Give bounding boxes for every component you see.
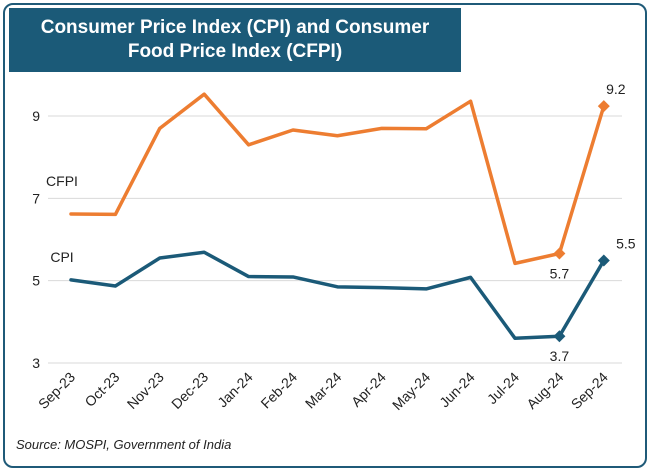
chart-title-line2: Food Price Index (CFPI): [127, 41, 343, 62]
chart-title-line1: Consumer Price Index (CPI) and Consumer: [40, 17, 430, 38]
x-tick-label: Jun-24: [436, 369, 478, 411]
chart-title: Consumer Price Index (CPI) and Consumer …: [9, 8, 461, 72]
data-label: 9.2: [606, 81, 626, 97]
x-tick-label: Sep-23: [35, 369, 78, 412]
x-tick-label: Aug-24: [523, 369, 566, 412]
y-tick-label: 9: [32, 108, 40, 124]
data-label: 5.7: [550, 265, 570, 281]
x-tick-label: Sep-24: [568, 369, 611, 412]
data-point-marker: [597, 100, 610, 113]
data-label: 5.5: [616, 235, 636, 251]
x-tick-label: May-24: [389, 369, 433, 413]
data-point-marker: [553, 330, 566, 343]
series-line-cfpi: [69, 92, 606, 266]
series-line-cpi: [69, 250, 606, 341]
x-tick-label: Apr-24: [348, 369, 389, 410]
data-label: 3.7: [550, 348, 570, 364]
x-tick-label: Oct-23: [81, 369, 122, 410]
x-tick-label: Jan-24: [214, 369, 256, 411]
x-tick-label: Jul-24: [484, 369, 522, 407]
x-tick-label: Feb-24: [257, 369, 300, 412]
source-note: Source: MOSPI, Government of India: [16, 437, 232, 452]
series-label-cfpi: CFPI: [46, 173, 78, 189]
data-point-marker: [553, 247, 566, 260]
y-tick-label: 5: [32, 273, 40, 289]
x-tick-label: Mar-24: [302, 369, 345, 412]
x-tick-label: Nov-23: [124, 369, 167, 412]
y-tick-label: 3: [32, 355, 40, 371]
y-tick-label: 7: [32, 190, 40, 206]
series-label-cpi: CPI: [50, 249, 73, 265]
data-point-marker: [597, 254, 610, 267]
x-tick-label: Dec-23: [168, 369, 211, 412]
chart-frame: [3, 3, 647, 468]
